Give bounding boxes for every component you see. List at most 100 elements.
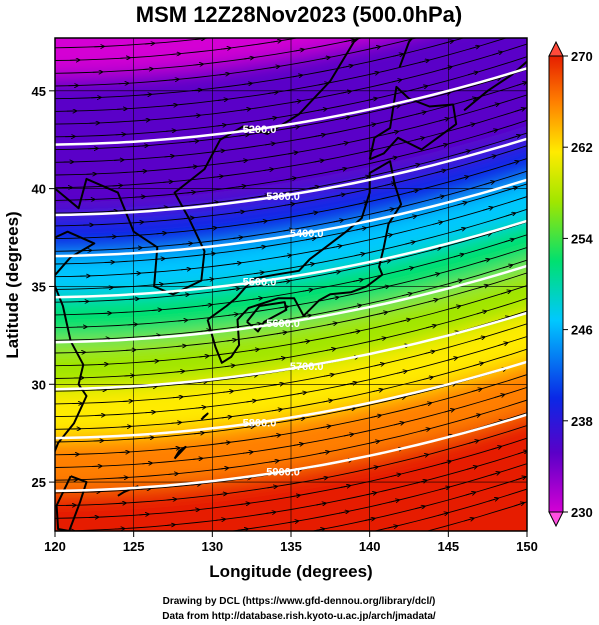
wind-arrow	[318, 83, 329, 85]
wind-arrow	[265, 512, 276, 513]
wind-arrow	[292, 75, 302, 77]
wind-arrow	[174, 371, 184, 372]
wind-arrow	[510, 135, 520, 139]
contour-label: 5400.0	[290, 228, 324, 240]
wind-arrow	[351, 305, 361, 307]
wind-arrow	[192, 458, 202, 459]
wind-arrow	[447, 358, 458, 361]
wind-arrow	[489, 472, 500, 476]
wind-arrow	[491, 447, 501, 450]
wind-arrow	[122, 401, 132, 402]
wind-arrow	[374, 364, 383, 366]
footer-credit-data: Data from http://database.rish.kyoto-u.a…	[162, 611, 436, 622]
colorbar-min-triangle	[548, 511, 564, 528]
wind-arrow	[208, 202, 217, 203]
colorbar-tick-label: 230	[571, 505, 593, 520]
wind-arrow	[271, 41, 281, 43]
wind-arrow	[188, 141, 199, 142]
wind-arrow	[246, 401, 255, 402]
height-contours: 5200.0 5300.0 5400.0 5500.0 5600.0 5700.0 5800…	[55, 66, 527, 493]
wind-arrow	[416, 480, 426, 483]
wind-arrow	[268, 461, 278, 463]
wind-arrow	[322, 400, 332, 402]
wind-arrow	[455, 228, 465, 231]
wind-arrow	[385, 183, 394, 185]
wind-arrow	[429, 274, 439, 277]
contour-label: 5700.0	[290, 361, 324, 373]
wind-arrow	[515, 108, 524, 112]
temperature-band	[345, 485, 527, 531]
height-contour	[55, 66, 527, 146]
wind-arrow	[369, 441, 379, 443]
wind-arrow	[294, 50, 304, 52]
wind-arrow	[164, 156, 174, 157]
wind-arrow	[216, 125, 225, 126]
colorbar-tick-label: 254	[571, 231, 593, 246]
wind-arrow	[515, 477, 525, 481]
wind-arrow	[470, 415, 479, 418]
wind-arrow	[516, 82, 526, 86]
wind-arrow	[268, 92, 277, 93]
wind-arrow	[499, 317, 509, 321]
wind-arrow	[203, 279, 213, 280]
wind-arrow	[158, 208, 167, 209]
wind-arrow	[415, 506, 424, 508]
wind-arrow	[213, 176, 223, 177]
wind-streamline	[372, 488, 527, 531]
wind-arrow	[327, 323, 336, 325]
contour-label: 5800.0	[243, 417, 277, 429]
wind-arrow	[323, 375, 334, 377]
wind-arrow	[325, 349, 336, 351]
wind-arrow	[172, 397, 182, 398]
wind-arrow	[162, 576, 171, 577]
wind-arrow	[493, 421, 502, 424]
wind-streamline	[55, 38, 213, 49]
wind-arrow	[414, 138, 424, 140]
wind-arrow	[504, 239, 513, 243]
y-tick-label: 25	[32, 475, 46, 490]
x-tick-label: 130	[201, 539, 223, 554]
wind-arrow	[288, 521, 299, 523]
wind-arrow	[331, 246, 341, 248]
wind-arrow	[177, 320, 188, 321]
wind-arrow	[275, 358, 284, 360]
wind-arrow	[143, 69, 152, 70]
wind-arrow	[377, 312, 388, 314]
wind-arrow	[165, 131, 176, 132]
x-tick-label: 140	[359, 539, 381, 554]
wind-arrow	[221, 417, 231, 418]
wind-arrow	[140, 489, 151, 490]
wind-arrow	[150, 335, 159, 336]
wind-arrow	[237, 555, 247, 556]
wind-arrow	[139, 120, 149, 121]
x-tick-label: 145	[437, 539, 459, 554]
wind-arrow	[397, 371, 406, 373]
wind-arrow	[145, 412, 155, 413]
wind-arrow	[166, 499, 176, 500]
wind-arrow	[465, 492, 476, 495]
wind-arrow	[439, 487, 449, 490]
wind-arrow	[418, 455, 428, 457]
height-contour	[55, 178, 527, 258]
wind-arrow	[389, 500, 399, 502]
wind-arrow	[409, 164, 419, 166]
wind-arrow	[450, 306, 460, 309]
wind-arrow	[257, 221, 266, 223]
coastline	[246, 301, 288, 333]
wind-arrow	[172, 28, 182, 29]
wind-arrow	[138, 146, 147, 147]
colorbar-tick-label: 262	[571, 140, 593, 155]
height-contour	[55, 219, 527, 299]
wind-arrow	[241, 478, 251, 479]
wind-arrow	[342, 66, 353, 68]
wind-arrow	[492, 52, 501, 56]
coastline	[368, 85, 458, 161]
wind-arrow	[337, 537, 347, 539]
wind-arrow	[252, 298, 262, 299]
wind-arrow	[206, 228, 217, 229]
wind-arrow	[215, 519, 225, 520]
wind-arrow	[484, 182, 495, 185]
x-axis-label: Longitude (degrees)	[209, 562, 372, 581]
wind-arrow	[349, 331, 359, 333]
wind-arrow	[189, 510, 200, 511]
